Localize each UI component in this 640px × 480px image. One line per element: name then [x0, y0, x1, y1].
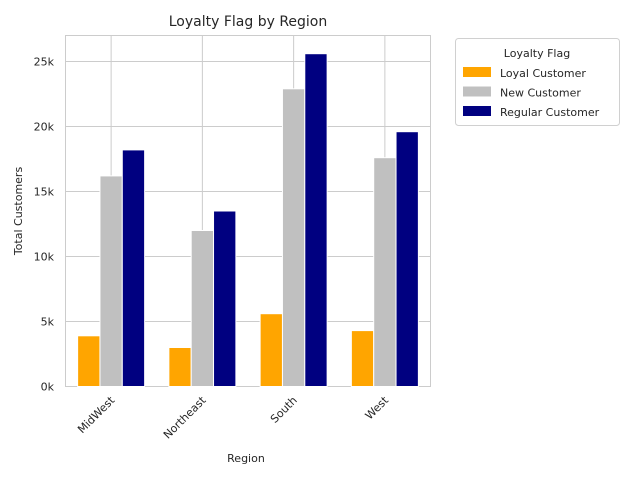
x-tick-label: MidWest [75, 393, 118, 436]
legend-label: New Customer [500, 87, 581, 100]
legend-label: Regular Customer [500, 106, 600, 119]
plot-area [65, 35, 431, 387]
y-axis-ticks: 0k 5k 10k 15k 20k 25k [34, 56, 55, 394]
y-tick-label: 5k [41, 316, 55, 329]
bar [259, 313, 283, 388]
x-tick-label: West [363, 393, 392, 422]
y-axis-label: Total Customers [12, 167, 25, 257]
legend-swatch [463, 67, 491, 77]
legend-title: Loyalty Flag [504, 47, 570, 60]
chart-title: Loyalty Flag by Region [169, 14, 328, 30]
legend: Loyalty Flag Loyal Customer New Customer R… [455, 38, 620, 126]
bar [281, 88, 306, 388]
bar [77, 335, 101, 387]
bar [395, 131, 419, 387]
bar [99, 175, 123, 387]
x-axis-ticks: MidWest Northeast South West [75, 393, 391, 441]
bar [304, 53, 328, 387]
bar [213, 210, 237, 387]
x-tick-label: Northeast [161, 393, 209, 441]
bar [373, 157, 397, 387]
x-tick-label: South [268, 394, 300, 426]
y-tick-label: 10k [34, 251, 55, 264]
bar [168, 347, 192, 387]
x-axis-label: Region [227, 452, 265, 465]
legend-label: Loyal Customer [500, 67, 586, 80]
y-tick-label: 15k [34, 186, 55, 199]
y-tick-label: 0k [41, 381, 55, 394]
y-tick-label: 20k [34, 121, 55, 134]
legend-entries: Loyal Customer New Customer Regular Custom… [463, 67, 600, 119]
legend-swatch [463, 86, 491, 97]
legend-swatch [463, 106, 491, 116]
bars [77, 53, 419, 388]
bar [190, 230, 215, 387]
bar [121, 149, 146, 387]
legend-box [455, 38, 620, 126]
bar [350, 330, 375, 388]
y-tick-label: 25k [34, 56, 55, 69]
